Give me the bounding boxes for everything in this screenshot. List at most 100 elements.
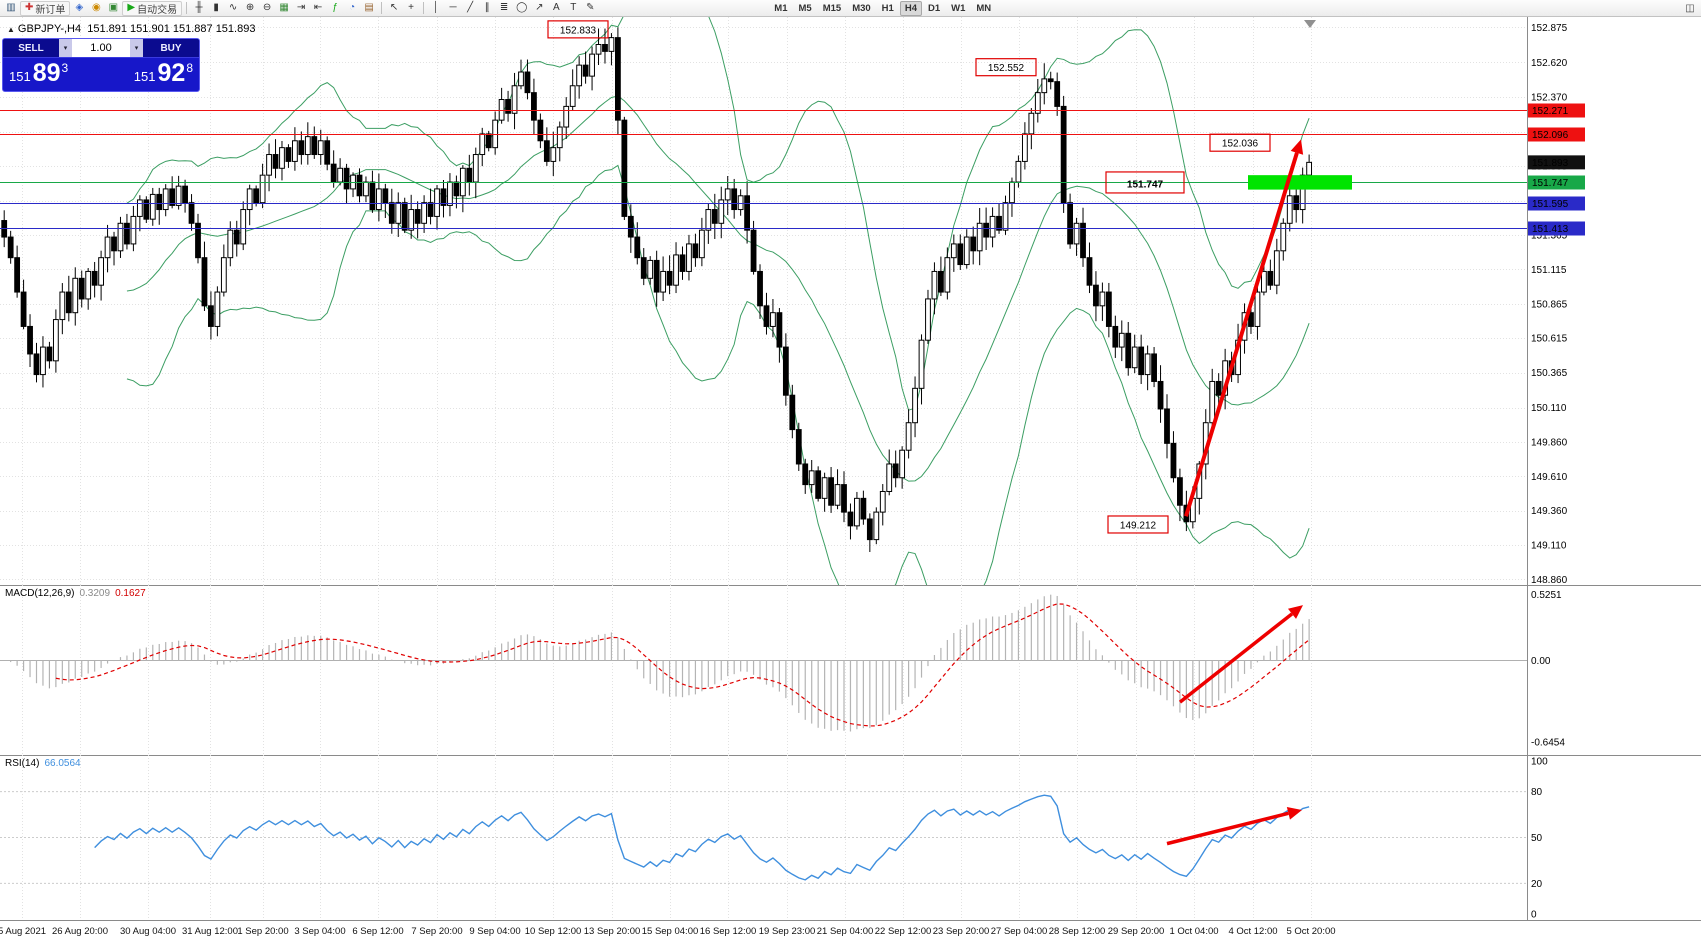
new-order-button[interactable]: ✚ 新订单: [20, 0, 71, 16]
auto-scroll-icon-glyph-icon: ⇥: [296, 2, 306, 13]
timeframe-h1-button[interactable]: H1: [881, 2, 894, 14]
alerts-icon[interactable]: ◉: [88, 1, 104, 16]
auto-scroll-icon[interactable]: ⇥: [293, 1, 309, 16]
tile-windows-icon[interactable]: ▦: [276, 1, 292, 16]
candlestick-chart-icon[interactable]: ▮: [208, 1, 224, 16]
macd-trend-arrow[interactable]: [1178, 612, 1294, 704]
periods-icon[interactable]: ◔: [344, 1, 360, 16]
horizontal-line-icon[interactable]: ─: [445, 1, 461, 16]
trend-arrow[interactable]: [1184, 152, 1299, 517]
line-chart-icon[interactable]: ∿: [225, 1, 241, 16]
rsi-trend-arrow-head[interactable]: [1286, 807, 1302, 820]
time-label: 16 Sep 12:00: [699, 926, 757, 937]
candle-body: [634, 236, 641, 259]
candle-body: [996, 215, 1002, 231]
rsi-value: 66.0564: [44, 758, 81, 769]
trendline-icon[interactable]: ╱: [462, 1, 478, 16]
candle-body: [1009, 181, 1015, 204]
macd-trend-arrow-head[interactable]: [1287, 605, 1303, 619]
candle-body: [220, 257, 227, 293]
mailbox-icon[interactable]: ▣: [105, 1, 121, 16]
chart-wizard-icon[interactable]: ◈: [71, 1, 87, 16]
text-icon[interactable]: A: [548, 1, 564, 16]
cursor-icon[interactable]: ↖: [386, 1, 402, 16]
shapes-icon[interactable]: ◯: [513, 1, 530, 16]
highlight-zone-rect[interactable]: [1248, 175, 1352, 190]
window-arrange-icon[interactable]: ◫: [1685, 2, 1695, 14]
new-chart-icon[interactable]: ▥: [3, 1, 19, 16]
candle-body: [1028, 112, 1035, 135]
text-label-icon[interactable]: T: [565, 1, 581, 16]
fibonacci-icon[interactable]: ≣: [496, 1, 512, 16]
candle-body: [1177, 477, 1183, 506]
candle-body: [1286, 195, 1293, 224]
candle-body: [860, 497, 867, 520]
arrows-icon[interactable]: ↗: [531, 1, 547, 16]
rsi-axis-label: 0: [1531, 910, 1537, 921]
sell-button[interactable]: SELL: [3, 39, 59, 57]
price-tag-label: 152.271: [1532, 106, 1569, 117]
zoom-in-icon[interactable]: ⊕: [242, 1, 258, 16]
timeframe-d1-button[interactable]: D1: [927, 2, 941, 14]
sell-price-display[interactable]: 151 89 3: [9, 61, 68, 86]
annotation-box[interactable]: [1107, 515, 1169, 534]
chart-shift-icon[interactable]: ⇤: [310, 1, 326, 16]
timeframe-mn-button[interactable]: MN: [976, 2, 992, 14]
rsi-trend-arrow[interactable]: [1166, 811, 1289, 846]
candle-body: [414, 209, 421, 224]
time-label: 1 Sep 20:00: [237, 926, 289, 937]
zoom-out-icon[interactable]: ⊖: [259, 1, 275, 16]
candle-body: [537, 119, 544, 142]
time-label: 4 Oct 12:00: [1228, 926, 1278, 937]
timeframe-h4-button[interactable]: H4: [899, 0, 922, 16]
macd-value-signal: 0.1627: [115, 588, 146, 599]
candle-body: [208, 305, 214, 327]
candle-body: [98, 257, 104, 286]
templates-icon[interactable]: ▤: [361, 1, 377, 16]
annotation-box[interactable]: [1105, 171, 1185, 194]
time-label: 23 Sep 20:00: [932, 926, 990, 937]
candle-body: [253, 188, 260, 204]
volume-input[interactable]: 1.00: [72, 39, 130, 57]
candle-body: [1125, 332, 1132, 369]
candle-body: [731, 188, 738, 211]
candle-body: [149, 193, 156, 220]
vertical-line-icon[interactable]: │: [428, 1, 444, 16]
candle-body: [505, 99, 511, 114]
candle-body: [1112, 325, 1119, 348]
timeframe-m5-button[interactable]: M5: [798, 2, 812, 14]
candle-body: [1093, 284, 1099, 307]
buy-price-display[interactable]: 151 92 8: [134, 61, 193, 86]
chart-shift-marker[interactable]: [1304, 20, 1316, 28]
properties-icon[interactable]: ✎: [582, 1, 598, 16]
annotation-box[interactable]: [1209, 133, 1271, 152]
timeframe-m1-button[interactable]: M1: [774, 2, 788, 14]
toolbar: ▥ ✚ 新订单 ◈ ◉ ▣ ▶ 自动交易 ╫ ▮ ∿ ⊕ ⊖ ▦ ⇥ ⇤ ƒ ◔ ▤ ↖ + │ ─ ╱ ∥ ≣ ◯ ↗ A T ✎ M1 M5…: [0, 0, 1701, 17]
line-chart-icon-glyph-icon: ∿: [228, 2, 238, 13]
bar-chart-icon[interactable]: ╫: [191, 1, 207, 16]
timeframe-m15-button[interactable]: M15: [822, 2, 842, 14]
rsi-panel: 100 80 50 20 0 RSI(14) 66.0564: [0, 755, 1701, 920]
candle-body: [866, 518, 873, 541]
candle-body: [963, 236, 970, 266]
buy-button[interactable]: BUY: [143, 39, 199, 57]
time-axis[interactable]: 5 Aug 2021 26 Aug 20:00 30 Aug 04:00 31 Aug…: [0, 920, 1701, 942]
crosshair-icon-glyph-icon: +: [408, 2, 415, 13]
candle-body: [524, 71, 531, 94]
candle-body: [20, 291, 27, 327]
annotation-box[interactable]: [547, 20, 609, 39]
timeframe-m30-button[interactable]: M30: [852, 2, 871, 14]
indicators-icon[interactable]: ƒ: [327, 1, 343, 16]
channel-icon[interactable]: ∥: [479, 1, 495, 16]
candle-body: [440, 188, 447, 206]
candle-body: [292, 140, 298, 162]
sell-options-dropdown-icon[interactable]: ▾: [59, 39, 72, 57]
volume-spinner-icon[interactable]: ▾: [130, 39, 143, 57]
timeframe-w1-button[interactable]: W1: [951, 2, 966, 14]
trend-arrow-head[interactable]: [1290, 139, 1304, 155]
crosshair-icon[interactable]: +: [403, 1, 419, 16]
autotrading-button[interactable]: ▶ 自动交易: [122, 0, 183, 16]
annotation-box[interactable]: [975, 58, 1037, 77]
rsi-grid: [22, 755, 1312, 920]
candle-body: [550, 147, 557, 162]
